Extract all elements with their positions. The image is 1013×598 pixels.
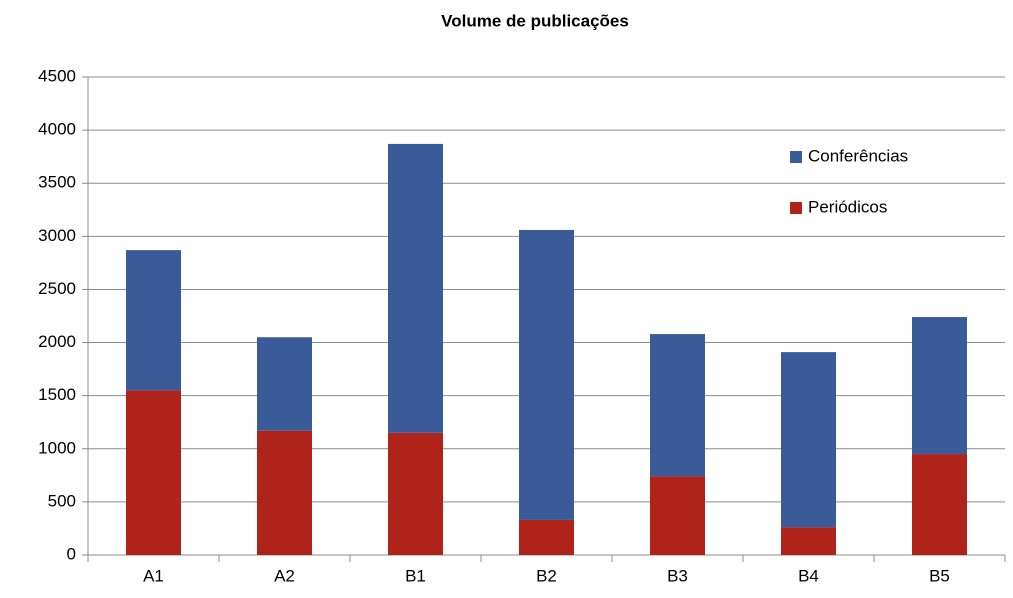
legend-swatch: [790, 151, 802, 163]
x-tick-label: A1: [143, 566, 164, 585]
bar-segment: [912, 317, 967, 455]
legend-label: Conferências: [808, 146, 908, 165]
bar-segment: [257, 337, 312, 431]
bar-segment: [781, 352, 836, 528]
bar-segment: [126, 250, 181, 391]
x-tick-label: B1: [405, 566, 426, 585]
legend-swatch: [790, 202, 802, 214]
bar-segment: [519, 229, 574, 520]
x-tick-label: B2: [536, 566, 557, 585]
bar-segment: [257, 430, 312, 555]
x-tick-label: B5: [929, 566, 950, 585]
y-tick-label: 4500: [38, 66, 76, 85]
y-tick-label: 1500: [38, 385, 76, 404]
x-tick-label: B3: [667, 566, 688, 585]
y-tick-label: 2500: [38, 279, 76, 298]
bar-segment: [519, 519, 574, 555]
y-tick-label: 4000: [38, 120, 76, 139]
bar-segment: [650, 334, 705, 477]
bar-segment: [388, 432, 443, 555]
y-tick-label: 3000: [38, 226, 76, 245]
y-tick-label: 0: [67, 544, 76, 563]
y-tick-label: 3500: [38, 173, 76, 192]
bar-segment: [126, 390, 181, 555]
bar-segment: [650, 476, 705, 555]
chart-title: Volume de publicações: [441, 11, 629, 30]
x-tick-label: B4: [798, 566, 819, 585]
x-tick-label: A2: [274, 566, 295, 585]
y-tick-label: 2000: [38, 332, 76, 351]
bar-segment: [912, 454, 967, 555]
y-tick-label: 1000: [38, 438, 76, 457]
legend-label: Periódicos: [808, 197, 887, 216]
bar-segment: [781, 527, 836, 555]
y-tick-label: 500: [48, 491, 76, 510]
bar-segment: [388, 143, 443, 433]
